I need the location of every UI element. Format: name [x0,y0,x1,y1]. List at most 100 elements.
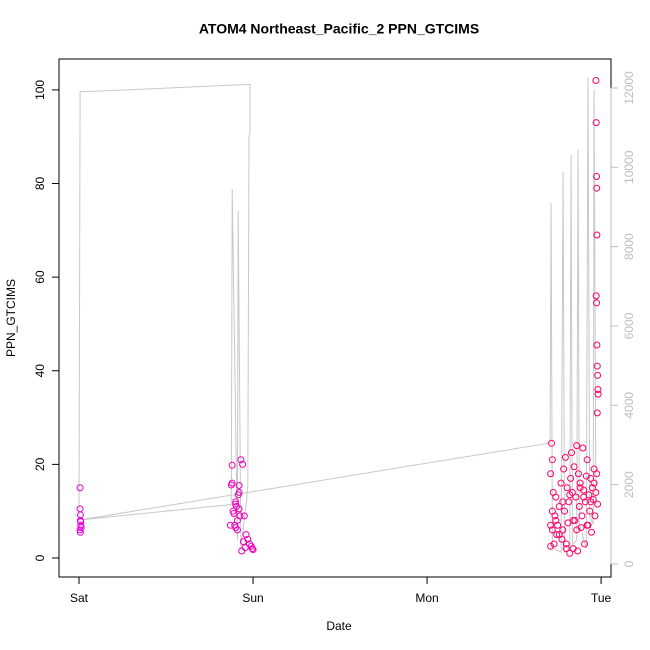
data-point [592,488,600,496]
x-axis-label: Date [326,619,352,633]
data-point [555,531,563,539]
data-point [569,517,577,525]
data-point [576,479,584,487]
y-tick-label: 20 [33,457,47,471]
data-point [562,540,570,548]
data-point [594,371,602,379]
data-point [587,498,595,506]
data-point [591,512,599,520]
data-point [236,512,244,520]
data-point [573,526,581,534]
data-point [552,517,560,525]
data-point [557,479,565,487]
data-point [249,546,257,554]
data-point [594,390,602,398]
data-point [241,544,249,552]
data-point [580,493,588,501]
data-point [583,456,591,464]
data-point [590,479,598,487]
data-point [561,507,569,515]
y-tick-label: 80 [33,177,47,191]
data-point [233,526,241,534]
data-point [590,465,598,473]
data-point [547,470,555,478]
data-point [588,528,596,536]
data-point [572,493,580,501]
data-point [235,505,243,513]
y-tick-label: 0 [33,554,47,561]
data-point [238,547,246,555]
data-point [593,231,601,239]
data-point [562,545,570,553]
y2-tick-label: 2000 [622,471,636,498]
data-point [583,521,591,529]
data-point [567,474,575,482]
data-point [592,77,600,85]
data-point [588,484,596,492]
data-point [227,481,235,489]
data-point [581,498,589,506]
data-point [581,540,589,548]
data-point [580,486,588,494]
data-point [232,498,240,506]
data-point [567,449,575,457]
data-point [548,526,556,534]
data-point [574,470,582,478]
x-tick-label: Sat [70,591,89,605]
data-point [228,461,236,469]
data-point [226,521,234,529]
data-point [230,510,238,518]
data-point [578,512,586,520]
data-point [242,531,250,539]
data-point [566,549,574,557]
data-point [554,521,562,529]
y-axis-label: PPN_GTCIMS [4,279,18,357]
data-point [565,498,573,506]
y2-tick-label: 6000 [622,312,636,339]
data-point [592,292,600,300]
y2-tick-label: 8000 [622,233,636,260]
y2-tick-label: 0 [622,560,636,567]
data-point [593,184,601,192]
data-point [76,505,84,513]
data-point [586,507,594,515]
data-point [560,465,568,473]
data-point [576,484,584,492]
data-point [547,521,555,529]
data-point [248,545,256,553]
data-point [559,526,567,534]
data-point [593,299,601,307]
data-point [547,439,555,447]
data-point [548,456,556,464]
data-point [550,540,558,548]
data-point [587,474,595,482]
data-point [76,511,84,519]
x-tick-label: Tue [591,591,612,605]
x-tick-label: Mon [415,591,438,605]
data-point [76,528,84,536]
data-point [237,456,245,464]
data-point [553,531,561,539]
data-point [593,409,601,417]
data-point [570,463,578,471]
data-point [574,547,582,555]
data-point [547,542,555,550]
data-point [575,503,583,511]
data-line [78,76,597,554]
data-point [561,453,569,461]
data-point [232,500,240,508]
y2-tick-label: 10000 [622,150,636,184]
data-point [559,498,567,506]
data-point [76,484,84,492]
y2-tick-label: 12000 [622,71,636,105]
y-tick-label: 40 [33,364,47,378]
data-point [593,172,601,180]
data-point [594,385,602,393]
data-point [579,444,587,452]
data-point [573,442,581,450]
chart-title: ATOM4 Northeast_Pacific_2 PPN_GTCIMS [199,21,479,37]
data-point [235,488,243,496]
data-point [566,491,574,499]
x-tick-label: Sun [242,591,263,605]
data-point [239,460,247,468]
